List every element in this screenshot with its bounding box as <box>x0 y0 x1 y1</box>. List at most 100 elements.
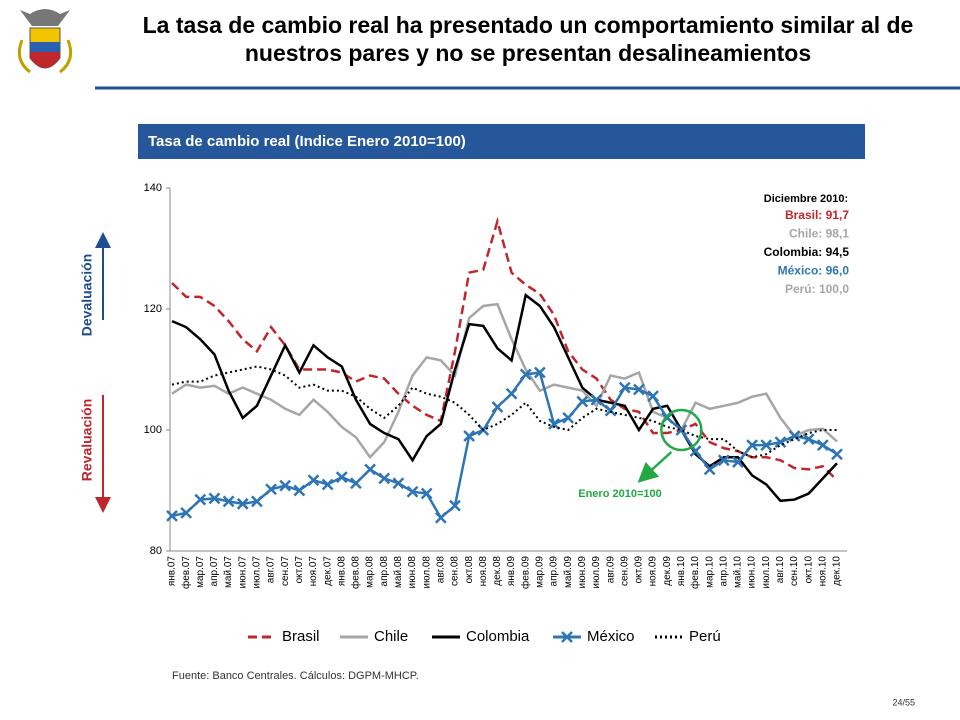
legend-label: Chile <box>374 628 408 645</box>
x-tick-label: май.08 <box>393 556 404 588</box>
x-tick-label: сен.07 <box>280 556 291 586</box>
x-marker <box>590 393 603 406</box>
x-marker <box>802 433 815 445</box>
subtitle: Tasa de cambio real (Indice Enero 2010=1… <box>148 133 466 150</box>
annotation-line: Colombia: 94,5 <box>764 245 850 259</box>
y-tick-label: 100 <box>144 424 162 436</box>
y-tick-label: 120 <box>144 303 162 315</box>
annotation-line: Perú: 100,0 <box>785 282 849 296</box>
x-marker <box>746 439 758 452</box>
subtitle-bar <box>138 124 865 159</box>
x-tick-label: ноя.10 <box>817 556 828 587</box>
source: Fuente: Banco Centrales. Cálculos: DGPM-… <box>172 670 419 682</box>
x-tick-label: июл.09 <box>591 556 602 589</box>
x-tick-label: авг.10 <box>775 556 786 584</box>
x-marker <box>463 430 476 442</box>
x-marker <box>732 456 744 468</box>
x-marker <box>236 497 249 510</box>
x-tick-label: июн.09 <box>577 556 588 589</box>
logo <box>17 9 73 74</box>
base-highlight <box>660 408 703 452</box>
x-tick-label: дек.10 <box>832 556 843 586</box>
x-tick-label: авг.09 <box>605 556 616 584</box>
x-tick-label: ноя.09 <box>648 556 659 587</box>
x-tick-label: дек.08 <box>492 556 503 586</box>
x-tick-label: окт.10 <box>803 556 814 584</box>
x-tick-label: июн.10 <box>747 556 758 589</box>
x-tick-label: авг.08 <box>435 556 446 584</box>
x-marker <box>420 487 433 500</box>
x-marker <box>505 387 518 400</box>
x-tick-label: мар.09 <box>535 556 546 588</box>
x-tick-label: дек.07 <box>322 556 333 586</box>
series-line <box>171 371 838 520</box>
x-tick-label: сен.08 <box>450 556 461 586</box>
page-number: 24/55 <box>892 697 915 707</box>
base-arrow <box>637 451 673 483</box>
x-tick-label: дек.09 <box>662 556 673 586</box>
annotation-line: México: 96,0 <box>778 264 850 278</box>
x-marker <box>293 484 306 497</box>
x-marker <box>180 507 193 519</box>
devaluacion-label: Devaluación <box>79 254 95 336</box>
x-tick-label: ноя.07 <box>308 556 319 587</box>
x-marker <box>406 485 419 498</box>
x-tick-label: июл.08 <box>421 556 432 589</box>
x-tick-label: сен.09 <box>619 556 630 586</box>
x-marker <box>576 395 589 408</box>
x-tick-label: авг.07 <box>266 556 277 584</box>
x-marker <box>774 436 787 448</box>
x-tick-label: янв.10 <box>676 556 687 587</box>
x-marker <box>548 418 560 430</box>
x-tick-label: фев.09 <box>519 556 531 589</box>
x-marker <box>392 477 405 490</box>
base-label: Enero 2010=100 <box>578 488 661 500</box>
x-marker <box>350 477 362 490</box>
x-marker <box>335 471 348 484</box>
x-tick-label: янв.09 <box>506 556 517 587</box>
legend-label: Colombia <box>466 628 530 645</box>
x-marker <box>533 366 546 379</box>
x-tick-label: сен.10 <box>789 556 800 586</box>
annotation-heading: Diciembre 2010: <box>764 193 848 205</box>
x-marker <box>647 390 659 403</box>
y-tick-label: 140 <box>144 182 162 194</box>
x-tick-label: окт.09 <box>634 556 645 584</box>
y-tick-label: 80 <box>150 545 162 557</box>
x-tick-label: июн.08 <box>407 556 418 589</box>
x-tick-label: май.10 <box>733 556 744 588</box>
series-line <box>171 216 838 482</box>
legend-label: Perú <box>689 628 721 645</box>
x-tick-label: июл.10 <box>761 556 772 589</box>
x-tick-label: янв.07 <box>167 556 178 587</box>
revaluacion-label: Revaluación <box>79 399 95 481</box>
x-tick-label: янв.08 <box>336 556 347 587</box>
x-marker <box>378 472 391 485</box>
x-tick-label: фев.08 <box>350 556 362 589</box>
x-tick-label: фев.10 <box>689 556 701 589</box>
x-marker <box>434 511 447 524</box>
x-tick-label: май.09 <box>563 556 574 588</box>
series-line <box>171 292 838 503</box>
x-tick-label: июн.07 <box>237 556 248 589</box>
x-marker <box>816 439 829 452</box>
x-marker <box>364 463 376 476</box>
x-tick-label: апр.08 <box>379 556 390 587</box>
x-marker <box>618 381 631 394</box>
title: nuestros pares y no se presentan desalin… <box>245 40 811 66</box>
x-marker <box>703 463 716 476</box>
x-tick-label: май.07 <box>223 556 234 588</box>
series-line <box>171 365 837 459</box>
x-tick-label: мар.10 <box>704 556 715 588</box>
x-tick-label: фев.07 <box>180 556 192 589</box>
x-marker <box>307 474 320 487</box>
annotation-line: Brasil: 91,7 <box>785 208 849 222</box>
x-marker <box>831 448 843 461</box>
title: La tasa de cambio real ha presentado un … <box>143 12 914 38</box>
x-tick-label: ноя.08 <box>478 556 489 587</box>
x-marker <box>251 495 263 508</box>
x-marker <box>166 510 178 522</box>
series-line <box>171 302 838 460</box>
x-tick-label: апр.09 <box>549 556 560 587</box>
x-marker <box>449 499 461 512</box>
